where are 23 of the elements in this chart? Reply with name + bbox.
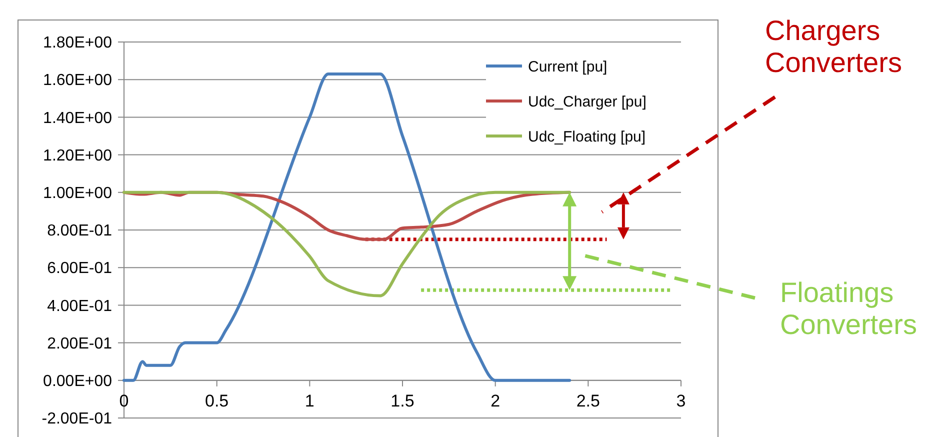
x-tick-label: 0.5 xyxy=(205,391,229,410)
x-tick-label: 2.5 xyxy=(576,391,600,410)
y-tick-label: 4.00E-01 xyxy=(47,298,112,315)
y-tick-label: 6.00E-01 xyxy=(47,260,112,278)
x-tick-label: 1.5 xyxy=(390,391,414,410)
legend-label: Udc_Charger [pu] xyxy=(528,93,646,110)
x-tick-label: 3 xyxy=(676,391,686,410)
y-tick-label: 8.00E-01 xyxy=(47,222,112,240)
y-tick-label: 1.20E+00 xyxy=(43,147,112,164)
y-tick-label: 1.80E+00 xyxy=(43,34,112,52)
y-tick-label: 1.00E+00 xyxy=(43,185,112,202)
y-tick-label: 0.00E+00 xyxy=(43,373,112,390)
y-tick-label: 2.00E-01 xyxy=(47,335,112,352)
legend-label: Current [pu] xyxy=(528,58,608,76)
x-tick-label: 2 xyxy=(490,391,500,410)
y-tick-label: -2.00E-01 xyxy=(42,410,112,428)
y-tick-label: 1.60E+00 xyxy=(43,72,112,90)
x-tick-label: 1 xyxy=(304,391,314,410)
text: Floatings Converters xyxy=(780,276,917,340)
x-tick-label: 0 xyxy=(119,391,129,410)
legend-label: Udc_Floating [pu] xyxy=(528,128,646,146)
text: Chargers Converters xyxy=(765,14,902,78)
y-tick-label: 1.40E+00 xyxy=(43,110,112,127)
